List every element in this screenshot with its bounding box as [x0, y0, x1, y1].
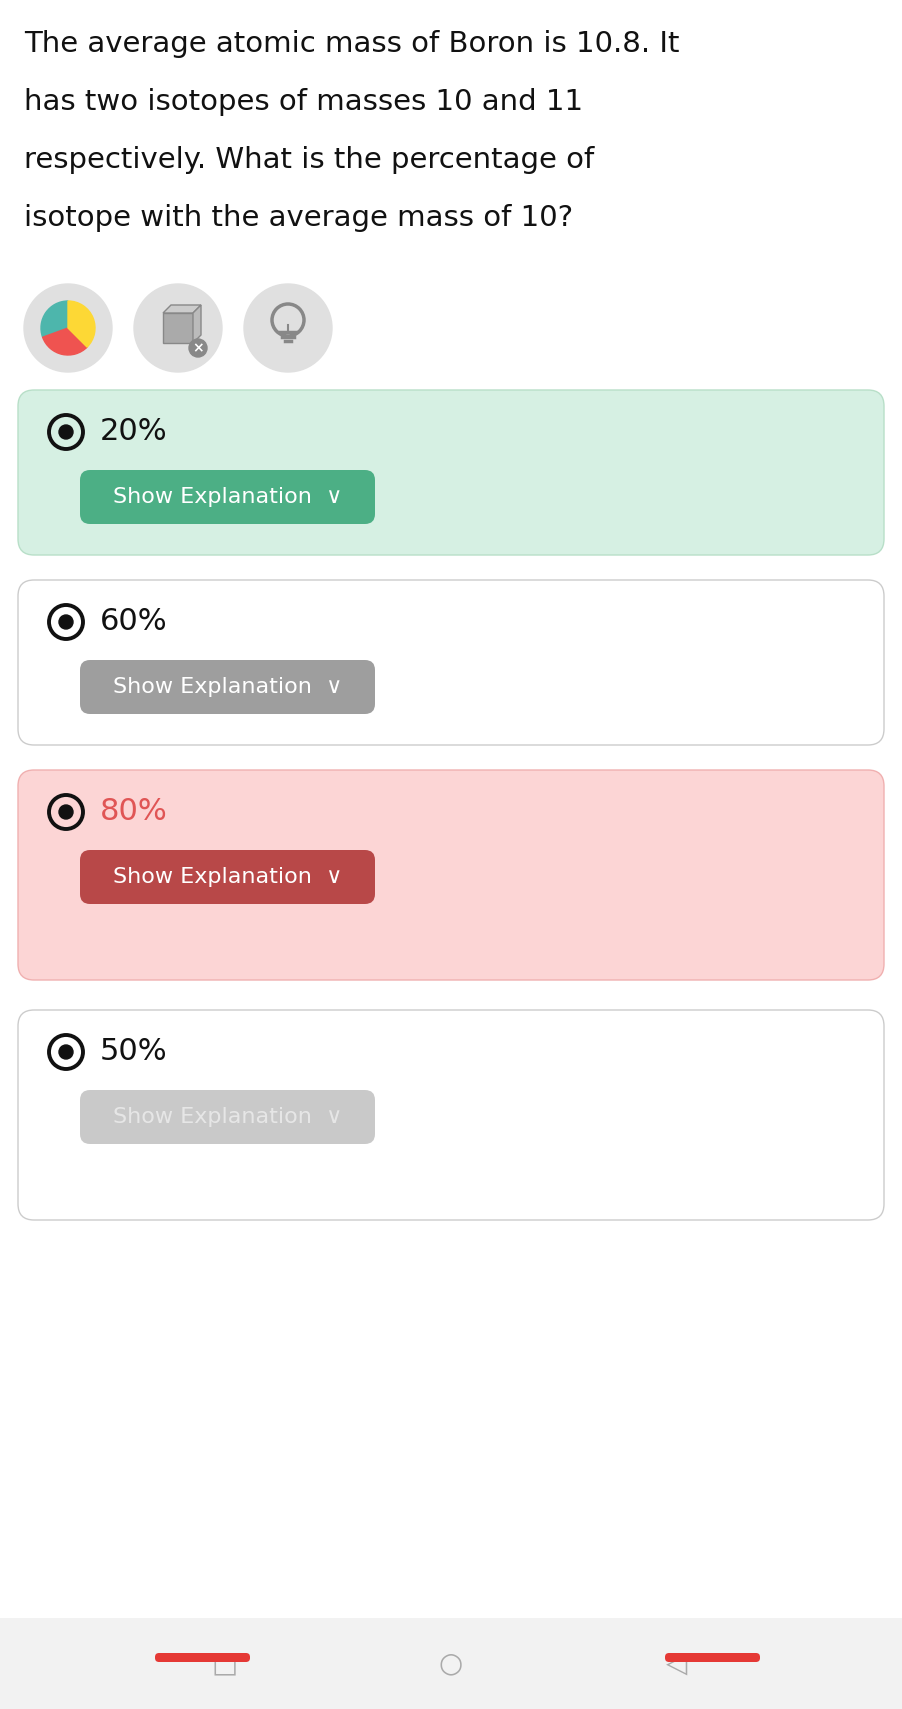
Text: 60%: 60% — [100, 607, 168, 636]
Wedge shape — [42, 328, 87, 355]
Circle shape — [189, 338, 207, 357]
Circle shape — [59, 805, 73, 819]
Wedge shape — [68, 301, 95, 347]
Text: Show Explanation  ∨: Show Explanation ∨ — [113, 866, 342, 887]
Circle shape — [59, 615, 73, 629]
Polygon shape — [163, 313, 193, 344]
Text: 80%: 80% — [100, 798, 168, 827]
Text: ×: × — [192, 342, 204, 355]
FancyBboxPatch shape — [155, 1653, 250, 1661]
Text: respectively. What is the percentage of: respectively. What is the percentage of — [24, 145, 594, 174]
Text: Show Explanation  ∨: Show Explanation ∨ — [113, 677, 342, 697]
Text: has two isotopes of masses 10 and 11: has two isotopes of masses 10 and 11 — [24, 87, 583, 116]
Text: isotope with the average mass of 10?: isotope with the average mass of 10? — [24, 203, 573, 232]
Text: 20%: 20% — [100, 417, 168, 446]
Polygon shape — [163, 304, 201, 313]
FancyBboxPatch shape — [18, 579, 884, 745]
Circle shape — [244, 284, 332, 373]
Polygon shape — [193, 304, 201, 344]
FancyBboxPatch shape — [80, 849, 375, 904]
FancyBboxPatch shape — [665, 1653, 760, 1661]
Text: Show Explanation  ∨: Show Explanation ∨ — [113, 487, 342, 508]
Text: ○: ○ — [439, 1649, 463, 1678]
Text: The average atomic mass of Boron is 10.8. It: The average atomic mass of Boron is 10.8… — [24, 31, 679, 58]
Circle shape — [24, 284, 112, 373]
Wedge shape — [41, 301, 68, 337]
Text: Show Explanation  ∨: Show Explanation ∨ — [113, 1107, 342, 1126]
FancyBboxPatch shape — [80, 470, 375, 525]
Text: ◁: ◁ — [667, 1649, 687, 1678]
FancyBboxPatch shape — [18, 390, 884, 555]
Circle shape — [59, 1044, 73, 1060]
Text: □: □ — [212, 1649, 238, 1678]
FancyBboxPatch shape — [18, 1010, 884, 1220]
FancyBboxPatch shape — [0, 1618, 902, 1709]
Text: 50%: 50% — [100, 1037, 168, 1066]
FancyBboxPatch shape — [80, 660, 375, 714]
Circle shape — [59, 426, 73, 439]
FancyBboxPatch shape — [80, 1090, 375, 1143]
FancyBboxPatch shape — [18, 771, 884, 979]
Circle shape — [134, 284, 222, 373]
